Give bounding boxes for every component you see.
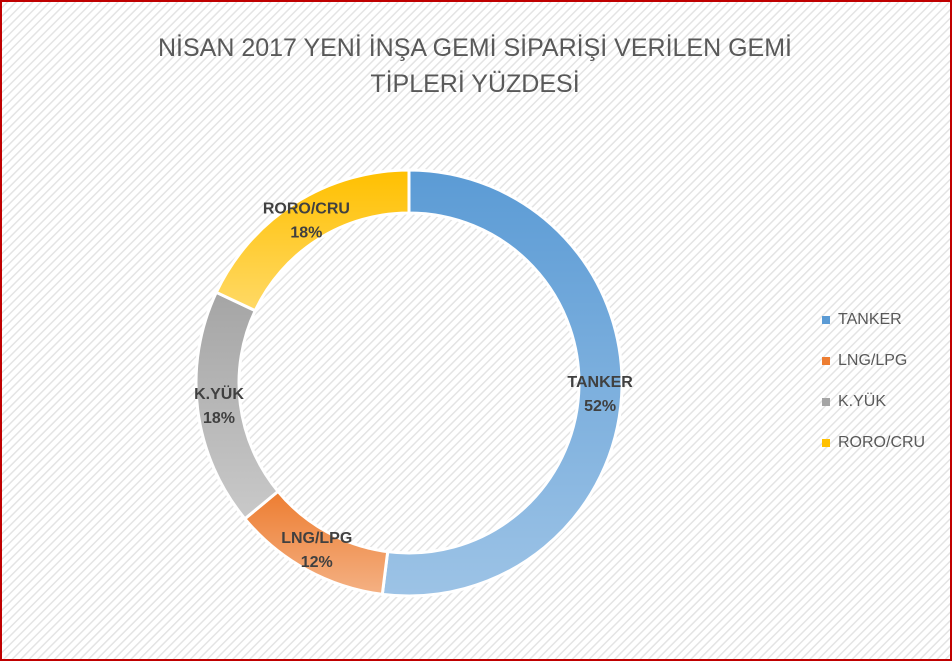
slice-value-label: 52% (584, 398, 616, 415)
slice-category-label: TANKER (567, 374, 633, 391)
slice-value-label: 18% (290, 225, 322, 242)
slice-value-label: 12% (301, 554, 333, 571)
slice-shade (195, 292, 279, 519)
legend-label: K.YÜK (838, 392, 886, 410)
legend-swatch (822, 357, 830, 365)
legend-label: TANKER (838, 311, 902, 328)
legend-label: LNG/LPG (838, 352, 907, 369)
slice-category-label: K.YÜK (194, 384, 244, 403)
slice-shade (244, 491, 388, 595)
legend-swatch (822, 398, 830, 406)
slice-shade (216, 170, 409, 311)
slice-category-label: RORO/CRU (263, 201, 350, 218)
legend-swatch (822, 439, 830, 447)
slice-value-label: 18% (203, 410, 235, 427)
slice-category-label: LNG/LPG (281, 530, 352, 547)
legend-label: RORO/CRU (838, 434, 925, 451)
chart-title: NİSAN 2017 YENİ İNŞA GEMİ SİPARİŞİ VERİL… (157, 34, 792, 98)
slice-shade (382, 170, 622, 596)
legend-swatch (822, 316, 830, 324)
